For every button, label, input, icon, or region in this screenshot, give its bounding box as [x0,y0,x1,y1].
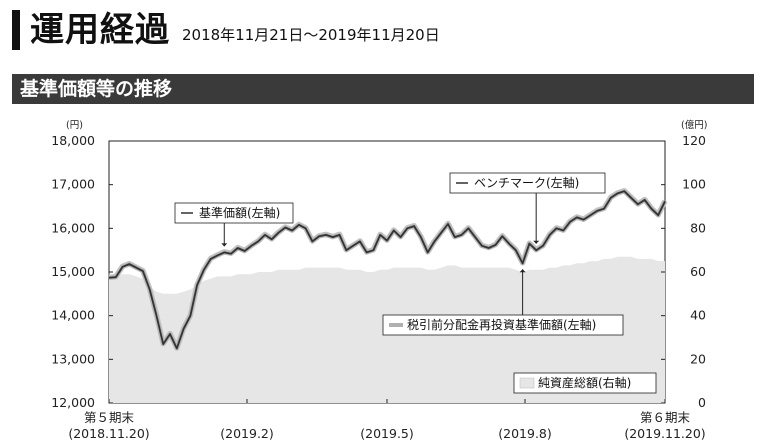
annotation-arrowhead [533,240,540,244]
legend-swatch-area [519,377,535,389]
annotation-label: 純資産総額(右軸) [538,375,631,390]
x-tick-date-label: (2019.5) [360,426,414,441]
right-tick-label: 40 [690,308,706,323]
section-header: 基準価額等の推移 [12,74,754,104]
annotation-box [382,314,624,336]
period-range: 2018年11月21日～2019年11月20日 [182,26,440,44]
annotation-label: ベンチマーク(左軸) [474,175,579,190]
x-tick-period-label: 第５期末 [84,410,135,425]
right-tick-label: 20 [690,351,706,366]
x-tick-date-label: (2019.2) [220,426,274,441]
left-tick-label: 16,000 [51,220,95,235]
left-tick-label: 14,000 [51,308,95,323]
annotation-layer: 基準価額(左軸) ベンチマーク(左軸) 税引前分配金再投資基準価額(左軸) 純資産総額… [174,172,657,394]
right-tick-label: 0 [698,395,706,410]
nav-line [108,190,666,350]
left-tick-label: 17,000 [51,177,95,192]
axes-layer: (円) (億円) 18,000 17,000 16,000 15,000 14,000 1… [51,119,707,441]
x-tick-date-label: (2019.11.20) [624,426,705,441]
right-tick-label: 80 [690,220,706,235]
line-layer [108,188,668,351]
left-tick-label: 15,000 [51,264,95,279]
annotation-box [174,202,294,224]
annotation-label: 基準価額(左軸) [199,205,280,220]
section-title: 基準価額等の推移 [20,78,173,100]
right-axis-unit: (億円) [681,119,707,131]
x-tick-date-label: (2019.8) [498,426,552,441]
annotation-box [449,172,606,194]
page-title: 運用経過 [30,10,170,50]
x-tick-period-label: 第６期末 [640,410,691,425]
left-tick-label: 18,000 [51,133,95,148]
title-bar-decoration [12,10,20,50]
right-tick-label: 100 [682,177,706,192]
annotation-arrowhead [221,243,228,247]
page-header: 運用経過 2018年11月21日～2019年11月20日 [12,10,440,50]
left-tick-label: 12,000 [51,395,95,410]
x-tick-date-label: (2018.11.20) [68,426,149,441]
right-tick-label: 120 [682,133,706,148]
left-axis-unit: (円) [66,120,83,131]
right-tick-label: 60 [690,264,706,279]
annotation-label: 税引前分配金再投資基準価額(左軸) [407,317,596,332]
annotation-box [513,372,657,394]
left-tick-label: 13,000 [51,351,95,366]
annotation-arrowhead [519,269,526,273]
